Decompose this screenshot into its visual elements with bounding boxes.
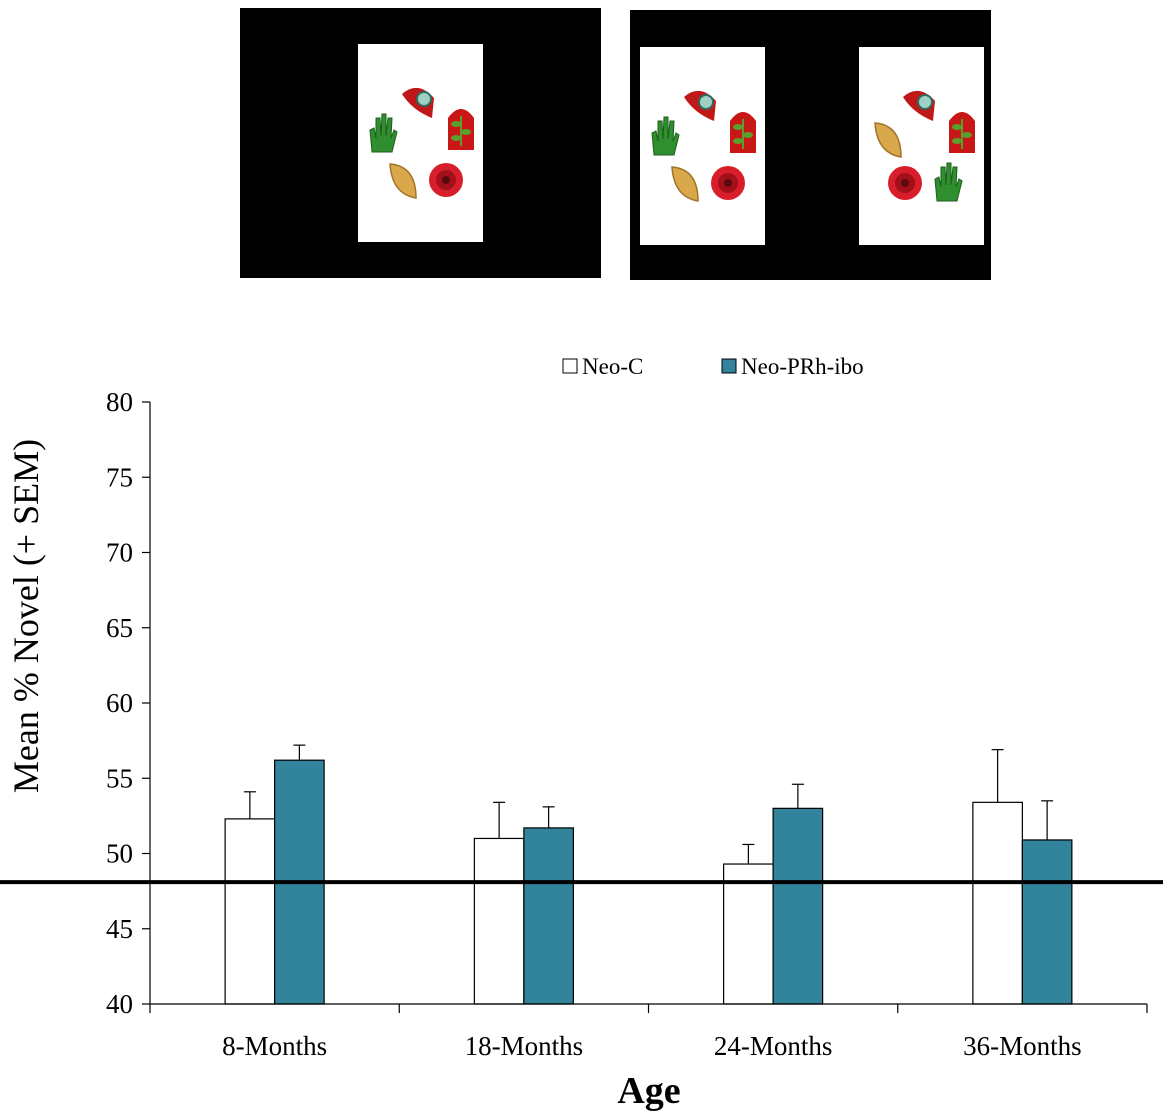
x-tick-label: 8-Months bbox=[222, 1031, 327, 1061]
bar-neo-c-18-months bbox=[473, 837, 525, 1005]
golden-leaf-icon bbox=[874, 122, 902, 158]
y-tick-label: 55 bbox=[106, 763, 133, 793]
green-hand-icon bbox=[369, 113, 398, 153]
sample-card bbox=[358, 44, 483, 242]
red-flower-icon bbox=[429, 163, 463, 197]
legend: Neo-C Neo-PRh-ibo bbox=[562, 354, 864, 379]
x-tick-label: 36-Months bbox=[963, 1031, 1082, 1061]
legend-label-neo-c: Neo-C bbox=[582, 354, 643, 379]
y-tick-label: 40 bbox=[106, 989, 133, 1019]
bar-neo-c-36-months bbox=[972, 801, 1023, 1005]
legend-swatch-neo-c bbox=[562, 358, 578, 374]
red-flower-icon bbox=[888, 166, 922, 200]
bar-neo-c-8-months bbox=[224, 818, 276, 1005]
x-tick-label: 24-Months bbox=[714, 1031, 833, 1061]
y-tick-label: 50 bbox=[106, 839, 133, 869]
green-hand-icon bbox=[651, 116, 680, 156]
stimulus-panel-choice bbox=[630, 10, 991, 280]
bell-jar-plant-icon bbox=[949, 112, 975, 153]
golden-leaf-icon bbox=[671, 166, 699, 202]
stimulus-panel-sample bbox=[240, 8, 601, 278]
x-axis-title: Age bbox=[617, 1070, 680, 1112]
bar-neo-prh-ibo-36-months bbox=[1021, 839, 1073, 1005]
y-tick-label: 70 bbox=[106, 538, 133, 568]
y-tick-label: 60 bbox=[106, 688, 133, 718]
leaf-magnifier-icon bbox=[684, 90, 716, 121]
bar-neo-prh-ibo-24-months bbox=[772, 807, 824, 1005]
leaf-magnifier-icon bbox=[903, 90, 935, 121]
bell-jar-plant-icon bbox=[730, 112, 756, 153]
x-tick-label: 18-Months bbox=[465, 1031, 584, 1061]
y-axis-title: Mean % Novel (+ SEM) bbox=[6, 439, 46, 793]
y-tick-label: 65 bbox=[106, 613, 133, 643]
y-tick-label: 75 bbox=[106, 462, 133, 492]
x-axis-tick-labels: 8-Months 18-Months 24-Months 36-Months bbox=[149, 1004, 1148, 1061]
y-axis-ticks: 40 45 50 55 60 65 70 75 80 bbox=[106, 387, 150, 1019]
golden-leaf-icon bbox=[389, 163, 417, 199]
novel-card bbox=[859, 47, 984, 245]
green-hand-icon bbox=[934, 162, 963, 202]
bell-jar-plant-icon bbox=[448, 109, 474, 150]
leaf-magnifier-icon bbox=[402, 87, 434, 118]
red-flower-icon bbox=[711, 166, 745, 200]
bar-neo-prh-ibo-18-months bbox=[523, 827, 574, 1005]
legend-swatch-neo-prh-ibo bbox=[721, 358, 737, 374]
bar-neo-c-24-months bbox=[723, 863, 774, 1005]
y-tick-label: 80 bbox=[106, 387, 133, 417]
bars bbox=[224, 744, 1073, 1005]
y-tick-label: 45 bbox=[106, 914, 133, 944]
familiar-card bbox=[640, 47, 765, 245]
legend-label-neo-prh-ibo: Neo-PRh-ibo bbox=[741, 354, 864, 379]
